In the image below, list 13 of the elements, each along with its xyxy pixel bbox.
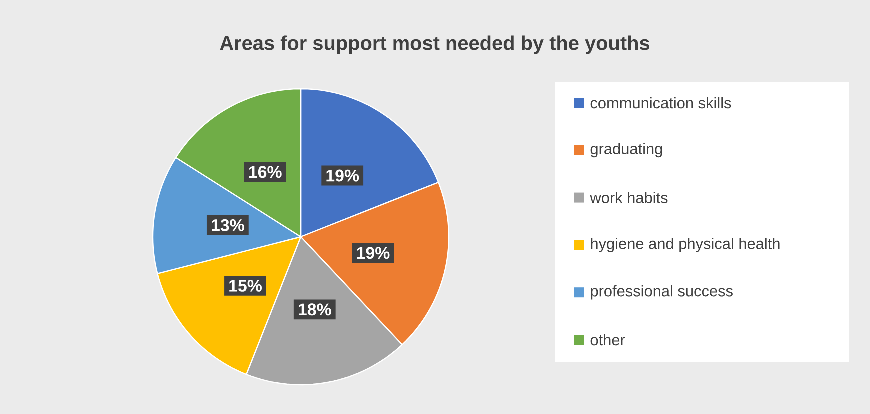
data-label: 19% [357,247,390,260]
legend-label: communication skills [590,97,732,109]
legend-label: other [590,334,626,346]
data-label: 16% [249,166,282,178]
legend-label: hygiene and physical health [591,238,780,252]
data-label: 18% [298,304,332,316]
chart-title: Areas for support most needed by the youths [220,36,650,54]
legend-label: graduating [590,143,662,158]
data-label: 15% [230,280,262,292]
legend-label: work habits [590,192,668,204]
data-label: 19% [326,170,360,182]
data-label: 13% [212,219,244,232]
legend-label: professional success [591,285,733,300]
